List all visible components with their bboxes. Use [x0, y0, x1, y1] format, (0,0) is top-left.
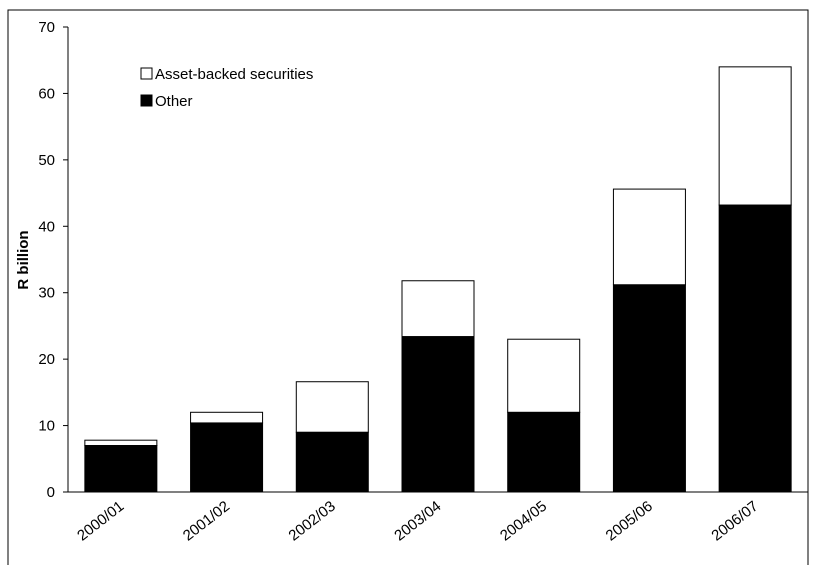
- bar-other: [190, 422, 264, 493]
- bar-asset-backed-securities: [401, 280, 475, 338]
- bar-other: [295, 431, 369, 493]
- x-tick-label: 2005/06: [603, 498, 656, 545]
- y-tick-label: 70: [38, 19, 55, 36]
- bar-asset-backed-securities: [295, 381, 369, 433]
- bar-asset-backed-securities: [718, 66, 792, 206]
- x-tick-label: 2004/05: [497, 498, 550, 545]
- bar-other: [401, 336, 475, 493]
- x-tick-label: 2000/01: [74, 498, 127, 545]
- bar-other: [84, 445, 158, 493]
- legend: Asset-backed securities Other: [140, 66, 313, 110]
- bar-asset-backed-securities: [612, 188, 686, 286]
- y-tick-label: 10: [38, 418, 55, 435]
- y-tick-label: 30: [38, 285, 55, 302]
- x-tick-label: 2002/03: [286, 498, 339, 545]
- y-tick-label: 60: [38, 85, 55, 102]
- bar-other: [507, 411, 581, 493]
- bar-asset-backed-securities: [507, 338, 581, 413]
- legend-swatch-other: [140, 94, 153, 107]
- legend-label-asset-backed: Asset-backed securities: [155, 66, 313, 83]
- chart-frame: [7, 9, 809, 570]
- legend-swatch-asset-backed: [140, 67, 153, 80]
- x-tick-label: 2006/07: [708, 498, 761, 545]
- bar-other: [718, 204, 792, 493]
- legend-label-other: Other: [155, 93, 193, 110]
- bar-asset-backed-securities: [84, 439, 158, 446]
- y-tick-label: 20: [38, 351, 55, 368]
- bars: [84, 66, 792, 493]
- y-tick-label: 50: [38, 152, 55, 169]
- y-axis-label: R billion: [15, 230, 32, 289]
- bar-asset-backed-securities: [190, 411, 264, 424]
- y-tick-label: 40: [38, 218, 55, 235]
- x-tick-label: 2003/04: [391, 498, 444, 545]
- bar-other: [612, 284, 686, 493]
- x-axis: 2000/01 2001/02 2002/03 2003/04 2004/05 2005/…: [68, 491, 808, 545]
- y-axis: 0 10 20 30 40 50 60 70: [38, 19, 69, 501]
- x-tick-label: 2001/02: [180, 498, 233, 545]
- y-tick-label: 0: [47, 484, 55, 501]
